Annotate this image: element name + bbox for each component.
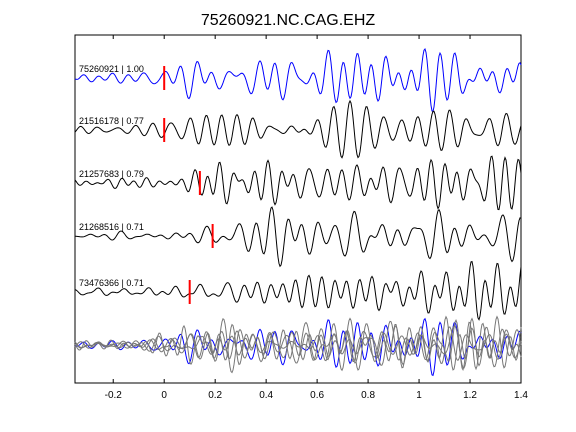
trace-line <box>74 260 522 321</box>
trace-label: 21257683 | 0.79 <box>79 169 144 179</box>
trace-label: 21516178 | 0.77 <box>79 116 144 126</box>
x-tick-label: 1.2 <box>463 390 477 401</box>
x-tick-label: 0 <box>161 390 167 401</box>
trace-line <box>75 206 522 268</box>
overlay-stack-group <box>74 315 522 377</box>
overlay-trace <box>74 315 522 371</box>
plot-axes <box>74 34 522 384</box>
x-axis-ticks: -0.2 0 0.2 0.4 0.6 0.8 1 1.2 1.4 <box>105 35 528 401</box>
overlay-trace <box>74 317 522 372</box>
trace-label: 21268516 | 0.71 <box>79 222 144 232</box>
trace-line <box>74 99 522 159</box>
x-tick-label: 1.4 <box>514 390 528 401</box>
trace-labels-group: 75260921 | 1.00 21516178 | 0.77 21257683 |… <box>79 64 144 288</box>
x-tick-label: 0.4 <box>259 390 273 401</box>
overlay-trace <box>74 318 522 374</box>
overlay-trace <box>74 318 522 371</box>
trace-line <box>74 155 522 211</box>
x-tick-label: 0.6 <box>310 390 324 401</box>
x-tick-label: 0.2 <box>208 390 222 401</box>
trace-label: 75260921 | 1.00 <box>79 64 144 74</box>
chart-title: 75260921.NC.CAG.EHZ <box>201 12 376 29</box>
pick-markers-group <box>163 66 214 304</box>
traces-group <box>74 47 522 321</box>
axes-box <box>74 34 522 384</box>
x-tick-label: 0.8 <box>361 390 375 401</box>
trace-label: 73476366 | 0.71 <box>79 278 144 288</box>
trace-line <box>74 47 522 113</box>
x-tick-label: -0.2 <box>105 390 123 401</box>
x-tick-label: 1 <box>416 390 422 401</box>
